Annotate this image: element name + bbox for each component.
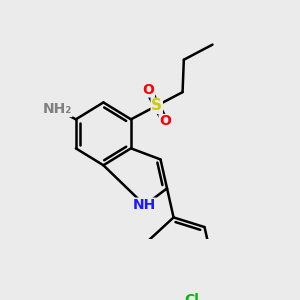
Text: S: S xyxy=(151,98,162,113)
Text: O: O xyxy=(159,115,171,128)
Text: Cl: Cl xyxy=(185,292,200,300)
Text: NH: NH xyxy=(133,198,156,212)
Text: NH₂: NH₂ xyxy=(43,103,72,116)
Text: O: O xyxy=(142,83,154,97)
